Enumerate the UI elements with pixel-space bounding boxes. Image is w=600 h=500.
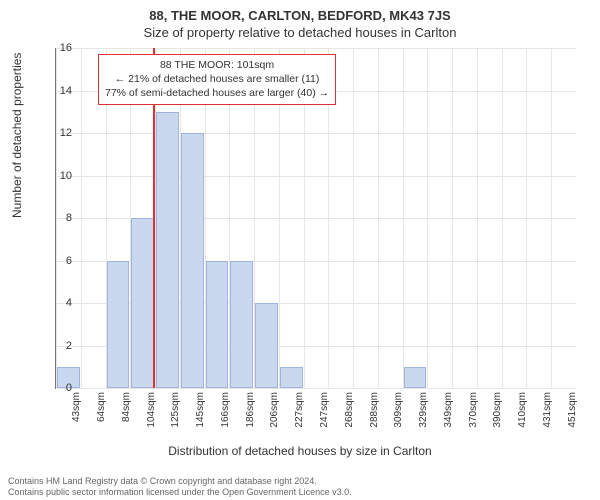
- histogram-bar: [156, 112, 179, 388]
- ytick-label: 8: [52, 212, 72, 224]
- grid-h: [56, 133, 576, 134]
- xtick-label: 125sqm: [170, 392, 181, 428]
- xtick-label: 349sqm: [443, 392, 454, 428]
- xtick-label: 104sqm: [146, 392, 157, 428]
- ytick-label: 2: [52, 340, 72, 352]
- grid-h: [56, 388, 576, 389]
- histogram-bar: [255, 303, 278, 388]
- chart-container: 88, THE MOOR, CARLTON, BEDFORD, MK43 7JS…: [0, 0, 600, 500]
- grid-v: [477, 48, 478, 388]
- grid-v: [81, 48, 82, 388]
- xtick-label: 186sqm: [245, 392, 256, 428]
- histogram-bar: [107, 261, 130, 389]
- xtick-label: 288sqm: [369, 392, 380, 428]
- xtick-label: 268sqm: [344, 392, 355, 428]
- ytick-label: 12: [52, 127, 72, 139]
- xtick-label: 329sqm: [418, 392, 429, 428]
- info-line: ← 21% of detached houses are smaller (11…: [105, 72, 329, 86]
- info-line: 88 THE MOOR: 101sqm: [105, 58, 329, 72]
- footer: Contains HM Land Registry data © Crown c…: [8, 476, 352, 499]
- xtick-label: 370sqm: [468, 392, 479, 428]
- grid-h: [56, 48, 576, 49]
- grid-v: [526, 48, 527, 388]
- xtick-label: 166sqm: [220, 392, 231, 428]
- histogram-bar: [206, 261, 229, 389]
- grid-v: [378, 48, 379, 388]
- xtick-label: 390sqm: [492, 392, 503, 428]
- grid-v: [551, 48, 552, 388]
- xtick-label: 145sqm: [195, 392, 206, 428]
- grid-h: [56, 176, 576, 177]
- info-box: 88 THE MOOR: 101sqm← 21% of detached hou…: [98, 54, 336, 105]
- ytick-label: 14: [52, 85, 72, 97]
- title-main: 88, THE MOOR, CARLTON, BEDFORD, MK43 7JS: [0, 0, 600, 23]
- xtick-label: 451sqm: [567, 392, 578, 428]
- grid-v: [353, 48, 354, 388]
- histogram-bar: [181, 133, 204, 388]
- ytick-label: 10: [52, 170, 72, 182]
- xtick-label: 431sqm: [542, 392, 553, 428]
- grid-v: [452, 48, 453, 388]
- footer-line2: Contains public sector information licen…: [8, 487, 352, 498]
- histogram-bar: [230, 261, 253, 389]
- ytick-label: 16: [52, 42, 72, 54]
- xtick-label: 64sqm: [96, 392, 107, 422]
- xtick-label: 227sqm: [294, 392, 305, 428]
- y-axis-label: Number of detached properties: [10, 53, 24, 218]
- plot: 88 THE MOOR: 101sqm← 21% of detached hou…: [55, 48, 576, 389]
- ytick-label: 6: [52, 255, 72, 267]
- histogram-bar: [131, 218, 154, 388]
- histogram-bar: [404, 367, 427, 388]
- info-line: 77% of semi-detached houses are larger (…: [105, 86, 329, 100]
- grid-v: [427, 48, 428, 388]
- ytick-label: 4: [52, 297, 72, 309]
- grid-v: [502, 48, 503, 388]
- chart-area: 88 THE MOOR: 101sqm← 21% of detached hou…: [55, 48, 575, 388]
- xtick-label: 84sqm: [121, 392, 132, 422]
- x-axis-label: Distribution of detached houses by size …: [0, 444, 600, 458]
- xtick-label: 206sqm: [269, 392, 280, 428]
- xtick-label: 309sqm: [393, 392, 404, 428]
- histogram-bar: [280, 367, 303, 388]
- xtick-label: 247sqm: [319, 392, 330, 428]
- xtick-label: 43sqm: [71, 392, 82, 422]
- xtick-label: 410sqm: [517, 392, 528, 428]
- grid-v: [403, 48, 404, 388]
- ytick-label: 0: [52, 382, 72, 394]
- footer-line1: Contains HM Land Registry data © Crown c…: [8, 476, 352, 487]
- title-sub: Size of property relative to detached ho…: [0, 23, 600, 46]
